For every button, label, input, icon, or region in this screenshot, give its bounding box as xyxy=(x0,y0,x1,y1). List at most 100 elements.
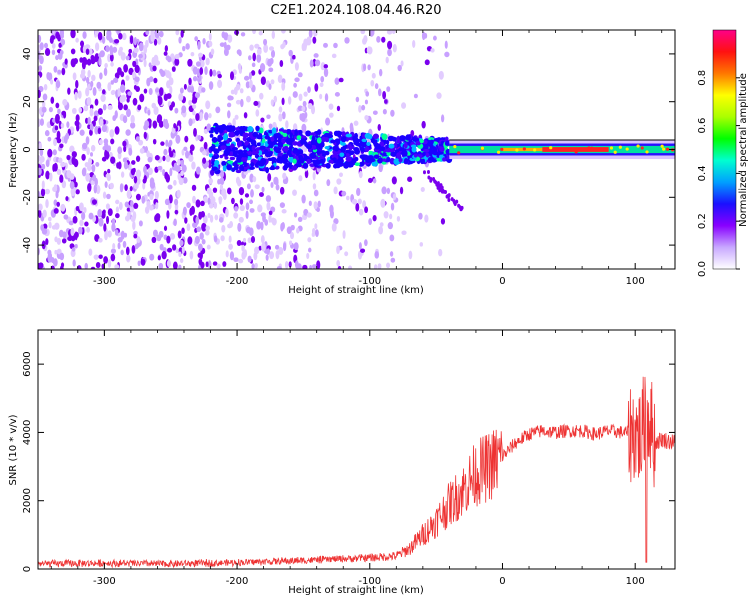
spectrogram-cell xyxy=(102,89,106,95)
spectrogram-cell xyxy=(192,195,196,204)
spectrogram-cell xyxy=(154,155,160,161)
spectrogram-cell xyxy=(261,138,266,144)
spectrogram-cell xyxy=(299,157,305,164)
spectrogram-cell xyxy=(236,159,242,163)
spectrogram-cell xyxy=(387,48,392,57)
spectrogram-cell xyxy=(133,182,139,190)
spectrogram-cell xyxy=(415,140,422,146)
spectrogram-cell xyxy=(252,52,256,62)
spectrogram-cell xyxy=(324,145,330,150)
spectrogram-cell xyxy=(329,204,334,214)
spectrogram-cell xyxy=(239,126,244,131)
spectrogram-cell xyxy=(50,79,54,85)
spectrogram-cell xyxy=(177,158,181,166)
spectrogram-cell xyxy=(201,87,206,93)
spectrogram-cell xyxy=(172,244,177,251)
spectrogram-cell xyxy=(412,39,416,48)
spectrogram-cell xyxy=(326,179,331,187)
spectrogram-cell xyxy=(363,63,367,72)
spectrogram-cell xyxy=(366,46,372,55)
x-tick-label: -100 xyxy=(358,576,381,587)
spectrogram-cell xyxy=(308,200,312,207)
spectrogram-cell xyxy=(107,208,113,216)
spectrogram-cell xyxy=(130,168,136,176)
spectrogram-cell xyxy=(197,41,201,50)
spectrogram-cell xyxy=(282,172,287,180)
spectrogram-cell xyxy=(218,196,223,202)
spectrogram-cell xyxy=(336,260,341,267)
spectrogram-cell xyxy=(238,68,242,74)
spectrogram-cell xyxy=(316,260,321,269)
spectrogram-cell xyxy=(248,55,252,61)
spectrogram-cell xyxy=(389,157,395,165)
spectrogram-cell xyxy=(97,32,103,41)
spectrogram-cell xyxy=(296,135,302,140)
spectrogram-cell xyxy=(368,150,373,155)
spectrogram-cell xyxy=(70,58,76,68)
spectrogram-cell xyxy=(268,210,273,216)
spectrogram-cell xyxy=(309,152,317,159)
spectrogram-cell xyxy=(224,155,229,160)
spectrogram-cell xyxy=(290,224,295,231)
spectrogram-cell xyxy=(88,248,93,256)
spectrogram-cell xyxy=(319,93,323,100)
spectrogram-cell xyxy=(254,150,260,155)
spectrogram-cell xyxy=(181,105,187,114)
spectrogram-cell xyxy=(92,174,97,182)
spectrogram-cell xyxy=(123,161,129,170)
spectrogram-cell xyxy=(177,173,181,181)
spectrogram-cell xyxy=(244,141,250,145)
spectrogram-cell xyxy=(124,201,129,208)
spectrogram-cell xyxy=(38,65,43,72)
spectrogram-cell xyxy=(314,156,319,160)
spectrogram-cell xyxy=(166,93,172,99)
spectrogram-cell xyxy=(47,252,53,259)
spectrogram-cell xyxy=(203,196,208,204)
spectrogram-cell xyxy=(480,146,485,150)
spectrogram-cell xyxy=(78,107,83,113)
spectrogram-cell xyxy=(77,90,82,99)
spectrogram-cell xyxy=(110,80,114,85)
spectrogram-cell xyxy=(307,102,313,110)
spectrogram-cell xyxy=(300,135,307,140)
x-tick-label: 0 xyxy=(499,276,505,287)
spectrogram-cell xyxy=(45,159,50,168)
spectrogram-cell xyxy=(45,199,49,209)
spectrogram-cell xyxy=(292,141,298,146)
spectrogram-cell xyxy=(211,136,218,143)
spectrogram-cell xyxy=(294,62,299,71)
spectrogram-cell xyxy=(208,178,214,184)
spectrogram-cell xyxy=(319,82,324,88)
spectrogram-cell xyxy=(334,146,339,152)
spectrogram-cell xyxy=(75,114,80,122)
spectrogram-cell xyxy=(324,93,329,102)
spectrogram-cell xyxy=(243,112,248,119)
spectrogram-cell xyxy=(126,189,132,199)
spectrogram-cell xyxy=(161,250,167,260)
spectrogram-cell xyxy=(136,236,141,244)
spectrogram-cell xyxy=(174,107,179,114)
spectrogram-cell xyxy=(401,102,407,109)
spectrogram-cell xyxy=(153,38,158,46)
spectrogram-cell xyxy=(197,134,202,141)
spectrogram-cell xyxy=(351,198,358,205)
spectrogram-cell xyxy=(364,239,368,247)
spectrogram-cell xyxy=(266,201,271,211)
spectrogram-cell xyxy=(60,122,65,129)
spectrogram-cell xyxy=(269,251,274,260)
spectrogram-cell xyxy=(237,222,242,232)
spectrogram-cell xyxy=(105,215,110,225)
spectrogram-cell xyxy=(117,237,123,243)
spectrogram-cell xyxy=(175,165,181,173)
spectrogram-cell xyxy=(320,127,324,137)
spectrogram-cell xyxy=(240,241,247,247)
spectrogram-cell xyxy=(226,164,232,171)
spectrogram-cell xyxy=(59,50,64,55)
spectrogram-cell xyxy=(227,110,231,119)
spectrogram-cell xyxy=(249,199,254,205)
x-tick-label: -300 xyxy=(93,276,116,287)
spectrogram-cell xyxy=(134,64,140,74)
spectrogram-cell xyxy=(243,75,250,81)
spectrogram-cell xyxy=(278,128,284,133)
